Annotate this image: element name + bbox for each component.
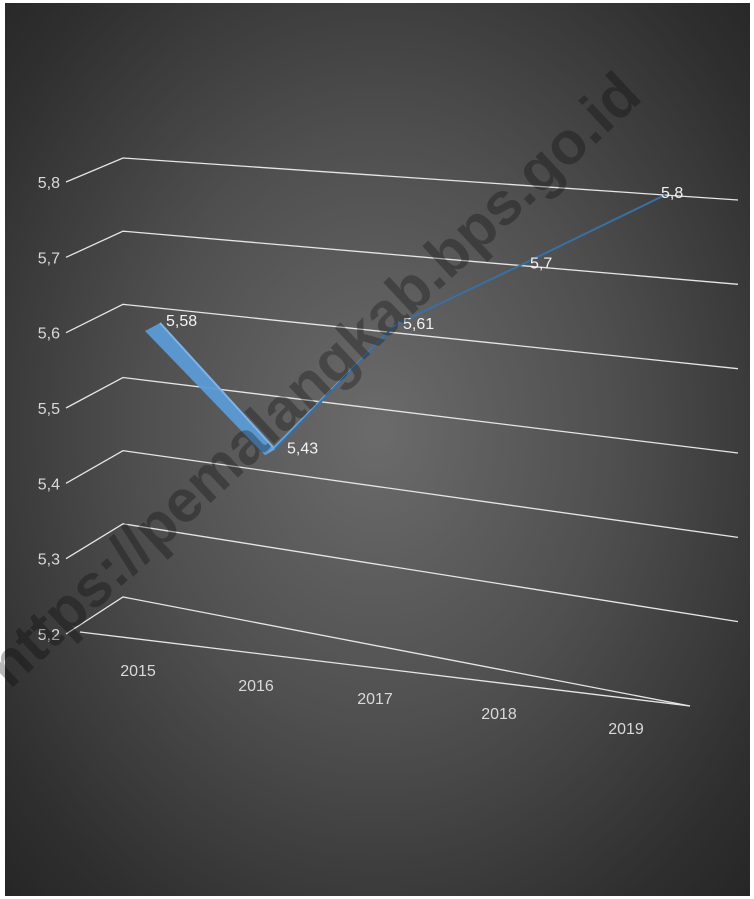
y-tick-label: 5,4 <box>38 476 60 493</box>
gridline <box>65 230 739 285</box>
y-tick-label: 5,3 <box>38 552 60 569</box>
gridline <box>65 596 691 707</box>
gridline <box>65 376 739 454</box>
floor-line <box>79 631 691 707</box>
x-tick-label: 2018 <box>481 706 517 723</box>
x-tick-label: 2019 <box>608 721 644 738</box>
gridlines <box>65 157 739 707</box>
data-label: 5,43 <box>287 440 318 457</box>
y-tick-label: 5,8 <box>38 175 60 192</box>
data-label: 5,58 <box>166 313 197 330</box>
y-tick-label: 5,5 <box>38 401 60 418</box>
data-label: 5,61 <box>403 316 434 333</box>
ribbon-face <box>145 322 275 456</box>
x-axis-ticks: 2015 2016 2017 2018 2019 <box>120 663 644 738</box>
y-axis-ticks: 5,2 5,3 5,4 5,5 5,6 5,7 5,8 <box>38 175 60 644</box>
series-segment <box>519 194 666 267</box>
series-ribbon <box>145 194 666 456</box>
series-segment <box>394 264 521 326</box>
y-tick-label: 5,7 <box>38 250 60 267</box>
gridline <box>65 449 739 538</box>
y-tick-label: 5,2 <box>38 627 60 644</box>
data-label: 5,7 <box>530 255 552 272</box>
x-tick-label: 2016 <box>238 678 274 695</box>
y-tick-label: 5,6 <box>38 326 60 343</box>
data-labels: 5,58 5,43 5,61 5,7 5,8 <box>166 185 683 457</box>
gridline <box>65 303 739 370</box>
back-wall <box>79 631 691 707</box>
watermark: https://pemalangkab.bps.go.id <box>0 59 653 699</box>
x-tick-label: 2015 <box>120 663 156 680</box>
x-tick-label: 2017 <box>357 691 393 708</box>
chart-area <box>5 3 750 896</box>
series-segment <box>274 324 396 451</box>
series-segment <box>159 322 276 450</box>
gridline <box>65 157 739 201</box>
gridline <box>65 523 739 623</box>
data-label: 5,8 <box>661 185 683 202</box>
